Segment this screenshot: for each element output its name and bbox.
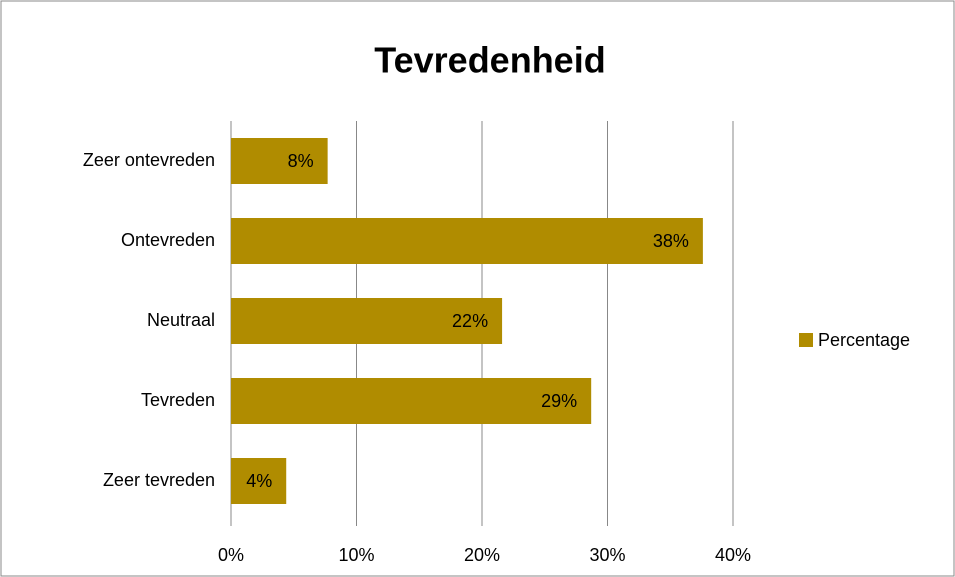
bar <box>231 218 703 264</box>
x-tick-label: 40% <box>715 545 751 565</box>
legend-swatch <box>799 333 813 347</box>
y-tick-label: Neutraal <box>147 310 215 330</box>
data-label: 22% <box>452 311 488 331</box>
y-tick-label: Zeer ontevreden <box>83 150 215 170</box>
y-tick-label: Ontevreden <box>121 230 215 250</box>
data-label: 29% <box>541 391 577 411</box>
bar <box>231 298 503 344</box>
chart-title: Tevredenheid <box>374 40 605 81</box>
y-tick-label: Tevreden <box>141 390 215 410</box>
x-tick-label: 0% <box>218 545 244 565</box>
data-label: 8% <box>288 151 314 171</box>
data-label: 38% <box>653 231 689 251</box>
bar <box>231 458 287 504</box>
x-tick-label: 10% <box>338 545 374 565</box>
x-tick-label: 30% <box>589 545 625 565</box>
x-tick-label: 20% <box>464 545 500 565</box>
data-label: 4% <box>246 471 272 491</box>
bar <box>231 378 592 424</box>
bar <box>231 138 328 184</box>
y-tick-label: Zeer tevreden <box>103 470 215 490</box>
legend-label: Percentage <box>818 330 910 350</box>
